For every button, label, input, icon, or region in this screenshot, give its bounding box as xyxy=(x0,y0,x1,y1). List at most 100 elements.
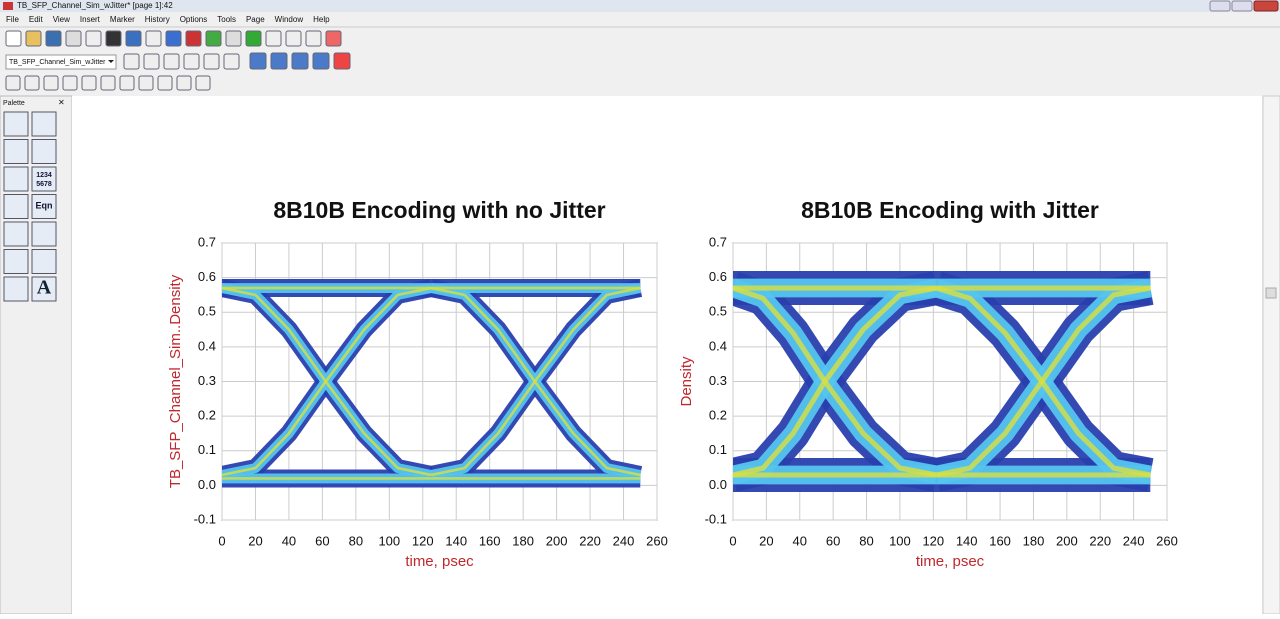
toolbar-button[interactable] xyxy=(185,30,202,47)
menu-item[interactable]: Page xyxy=(246,15,265,24)
toolbar-button[interactable] xyxy=(165,30,182,47)
menu-item[interactable]: Help xyxy=(313,15,330,24)
toolbar-button[interactable] xyxy=(270,52,288,70)
y-tick-label: 0.0 xyxy=(709,477,727,492)
toolbar-button[interactable] xyxy=(45,30,62,47)
toolbar-button[interactable] xyxy=(43,75,59,91)
toolbar-button[interactable] xyxy=(65,30,82,47)
toolbar-button[interactable] xyxy=(333,52,351,70)
x-tick-label: 240 xyxy=(613,533,635,548)
x-tick-label: 100 xyxy=(889,533,911,548)
y-tick-label: 0.6 xyxy=(198,269,216,284)
toolbar-button[interactable] xyxy=(5,75,21,91)
toolbar-button[interactable] xyxy=(203,53,220,70)
toolbar-button[interactable] xyxy=(195,75,211,91)
scroll-thumb[interactable] xyxy=(1265,287,1277,299)
menu-item[interactable]: History xyxy=(145,15,170,24)
toolbar-button[interactable] xyxy=(145,30,162,47)
palette-tool[interactable] xyxy=(3,166,29,192)
y-tick-label: 0.3 xyxy=(709,373,727,388)
palette-tool[interactable] xyxy=(3,139,29,164)
toolbar-button[interactable] xyxy=(312,52,330,70)
y-tick-label: 0.4 xyxy=(198,338,216,353)
toolbar-button[interactable] xyxy=(24,75,40,91)
palette-close[interactable]: ✕ xyxy=(58,98,65,107)
toolbar-button[interactable] xyxy=(223,53,240,70)
palette-tool[interactable] xyxy=(3,249,29,274)
x-tick-label: 220 xyxy=(1089,533,1111,548)
toolbar-button[interactable] xyxy=(105,30,122,47)
x-tick-label: 140 xyxy=(956,533,978,548)
toolbar xyxy=(5,75,211,91)
menu-item[interactable]: Window xyxy=(275,15,304,24)
eye-trace xyxy=(430,286,641,477)
x-tick-label: 40 xyxy=(282,533,296,548)
x-tick-label: 160 xyxy=(989,533,1011,548)
toolbar-button[interactable] xyxy=(325,30,342,47)
eye-trace xyxy=(222,286,432,477)
toolbar-button[interactable] xyxy=(81,75,97,91)
y-tick-label: 0.7 xyxy=(709,234,727,249)
toolbar-button[interactable] xyxy=(285,30,302,47)
x-tick-label: 60 xyxy=(826,533,840,548)
y-tick-label: 0.6 xyxy=(709,269,727,284)
toolbar-button[interactable] xyxy=(163,53,180,70)
toolbar-button[interactable] xyxy=(85,30,102,47)
palette-tool[interactable] xyxy=(3,276,29,302)
palette-tool[interactable] xyxy=(31,276,57,302)
toolbar-button[interactable] xyxy=(305,30,322,47)
x-tick-label: 120 xyxy=(922,533,944,548)
toolbar-button[interactable] xyxy=(5,30,22,47)
close-button[interactable] xyxy=(1253,0,1279,12)
toolbar-button[interactable] xyxy=(25,30,42,47)
y-tick-label: 0.5 xyxy=(709,304,727,319)
palette-tool[interactable] xyxy=(31,249,57,274)
menu-item[interactable]: Edit xyxy=(29,15,44,24)
toolbar-button[interactable] xyxy=(143,53,160,70)
toolbar-button[interactable] xyxy=(62,75,78,91)
chart-title: 8B10B Encoding with no Jitter xyxy=(273,197,605,223)
toolbar-button[interactable] xyxy=(291,52,309,70)
palette-grid: 1234 5678 Eqn A xyxy=(3,111,57,302)
menu-item[interactable]: Options xyxy=(180,15,208,24)
maximize-button[interactable] xyxy=(1231,0,1253,12)
toolbar-button[interactable] xyxy=(157,75,173,91)
palette-tool[interactable] xyxy=(3,221,29,247)
toolbar-button[interactable] xyxy=(138,75,154,91)
palette-tool[interactable] xyxy=(3,111,29,137)
title-bar xyxy=(0,0,1280,12)
palette-tool[interactable] xyxy=(31,221,57,247)
y-tick-label: 0.5 xyxy=(198,304,216,319)
app-icon xyxy=(3,2,13,10)
x-tick-label: 20 xyxy=(248,533,262,548)
toolbar-button[interactable] xyxy=(125,30,142,47)
toolbar-button[interactable] xyxy=(183,53,200,70)
palette-tool[interactable] xyxy=(31,139,57,164)
scrollbar[interactable] xyxy=(1262,95,1280,615)
y-tick-label: 0.1 xyxy=(198,442,216,457)
palette-tool[interactable] xyxy=(31,194,57,219)
x-tick-label: 20 xyxy=(759,533,773,548)
toolbar-button[interactable] xyxy=(249,52,267,70)
toolbar-button[interactable] xyxy=(119,75,135,91)
minimize-button[interactable] xyxy=(1209,0,1231,12)
palette-tool[interactable] xyxy=(31,111,57,137)
toolbar-button[interactable] xyxy=(265,30,282,47)
toolbar-button[interactable] xyxy=(123,53,140,70)
palette-tool[interactable] xyxy=(3,194,29,219)
menu-item[interactable]: Tools xyxy=(217,15,236,24)
toolbar-button[interactable] xyxy=(205,30,222,47)
menu-item[interactable]: View xyxy=(53,15,70,24)
toolbar-button[interactable] xyxy=(225,30,242,47)
eye-trace xyxy=(733,285,938,478)
x-tick-label: 260 xyxy=(1156,533,1178,548)
toolbar-button[interactable] xyxy=(176,75,192,91)
menu-item[interactable]: Insert xyxy=(80,15,101,24)
menu-item[interactable]: File xyxy=(6,15,19,24)
toolbar-button[interactable] xyxy=(245,30,262,47)
dropdown[interactable] xyxy=(5,54,117,70)
menu-item[interactable]: Marker xyxy=(110,15,135,24)
palette-tool[interactable] xyxy=(31,166,57,192)
y-tick-label: 0.3 xyxy=(198,373,216,388)
toolbar-button[interactable] xyxy=(100,75,116,91)
